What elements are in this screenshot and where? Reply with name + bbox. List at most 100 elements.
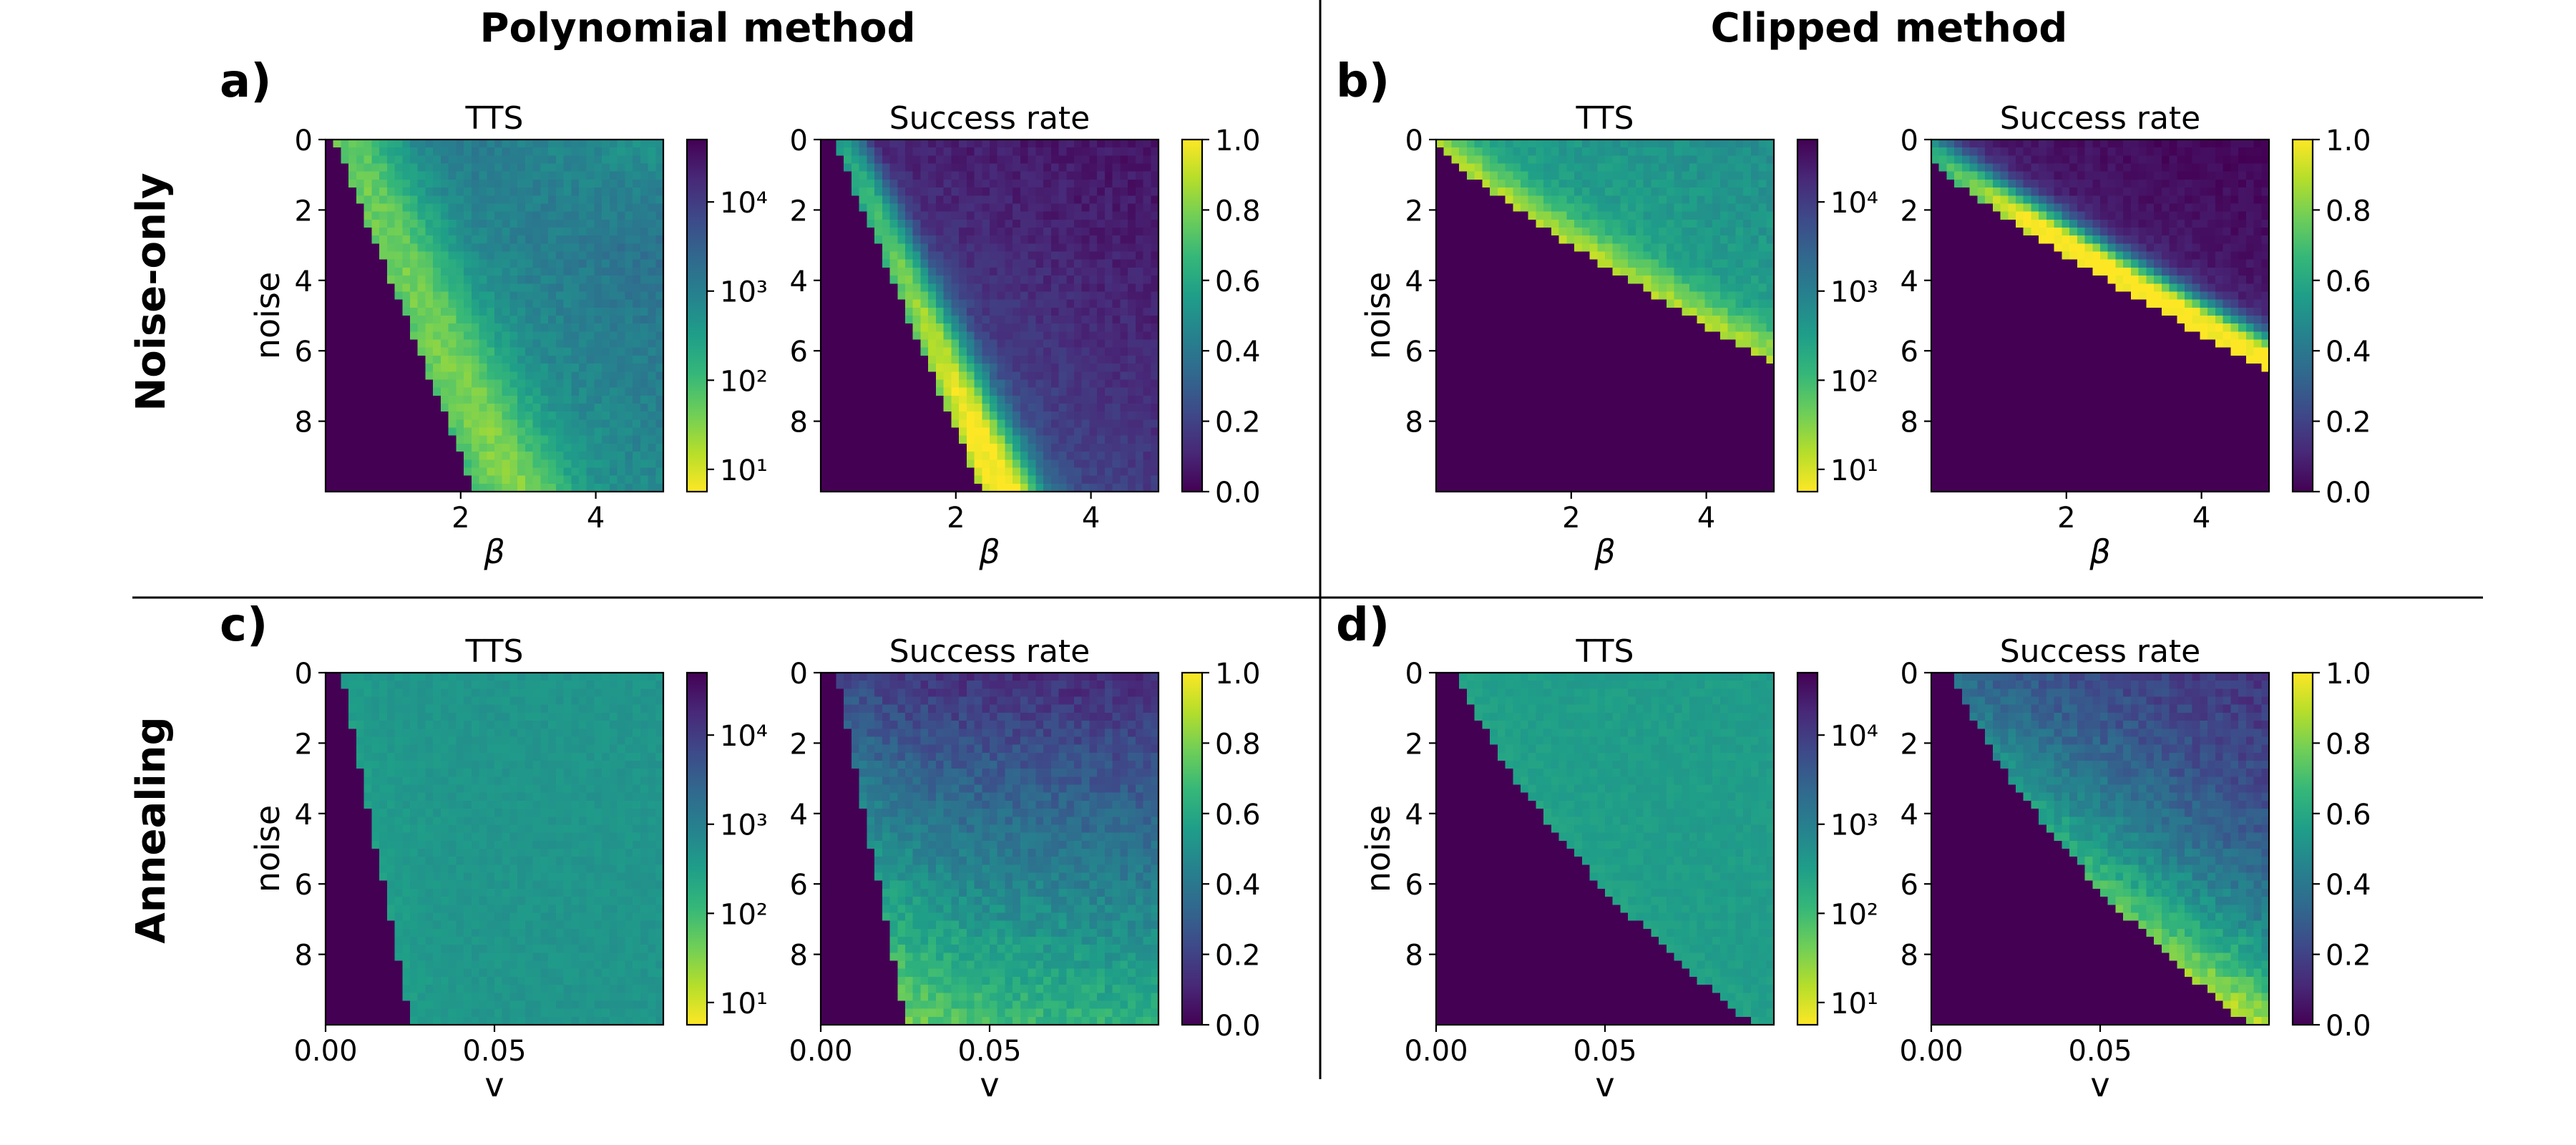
heatmap-cell [348,419,357,429]
heatmap-cell [471,291,480,301]
heatmap-cell [867,163,875,172]
heatmap-cell [1620,316,1629,324]
heatmap-cell [1066,155,1075,165]
heatmap-cell [966,371,975,381]
heatmap-cell [487,203,495,213]
heatmap-cell [348,459,357,469]
heatmap-cell [394,243,403,253]
heatmap-cell [602,404,610,412]
heatmap-cell [828,379,837,389]
heatmap-cell [889,355,898,364]
heatmap-cell [494,219,503,228]
heatmap-cell [356,355,365,364]
heatmap-cell [425,371,434,381]
heatmap-cell [364,243,372,253]
heatmap-cell [920,323,929,332]
heatmap-cell [502,331,511,341]
heatmap-cell [966,171,975,180]
heatmap-cell [1013,404,1021,412]
heatmap-cell [410,179,419,188]
heatmap-cell [874,235,883,244]
heatmap-cell [617,179,625,188]
heatmap-cell [1605,163,1614,172]
heatmap-cell [951,259,960,268]
heatmap-cell [851,179,860,188]
heatmap-cell [966,140,975,148]
heatmap-cell [1005,228,1013,236]
heatmap-cell [417,171,426,180]
heatmap-cell [540,452,549,460]
heatmap-cell [1089,283,1098,293]
heatmap-cell [479,411,487,420]
heatmap-cell [1521,163,1529,172]
heatmap-cell [525,203,534,213]
heatmap-cell [586,364,595,372]
heatmap-cell [1028,331,1036,341]
heatmap-cell [1735,299,1744,308]
heatmap-cell [571,203,580,213]
heatmap-cell [867,427,875,437]
heatmap-cell [928,467,937,477]
heatmap-cell [1035,219,1044,228]
heatmap-cell [487,243,495,253]
heatmap-cell [974,291,982,301]
heatmap-cell [487,259,495,268]
heatmap-cell [889,235,898,244]
heatmap-cell [586,443,595,452]
heatmap-cell [1050,179,1060,188]
heatmap-cell [540,307,549,316]
heatmap-cell [844,379,852,389]
heatmap-cell [1005,235,1013,244]
heatmap-cell [1513,211,1521,220]
heatmap-cell [828,387,837,396]
heatmap-cell [1727,276,1736,284]
heatmap-cell [517,243,526,253]
heatmap-cell [417,307,426,316]
heatmap-cell [433,364,441,372]
heatmap-cell [1505,291,1513,301]
heatmap-cell [959,419,967,429]
heatmap-cell [1635,251,1644,260]
heatmap-cell [548,475,557,484]
heatmap-cell [997,219,1006,228]
heatmap-cell [555,147,565,156]
heatmap-cell [997,419,1006,429]
heatmap-cell [640,147,649,156]
heatmap-cell [1735,259,1744,268]
heatmap-cell [828,411,837,420]
heatmap-cell [1089,339,1098,349]
heatmap-cell [1750,243,1760,253]
heatmap-cell [640,307,649,316]
heatmap-cell [943,419,952,429]
heatmap-cell [974,211,982,220]
heatmap-cell [1574,276,1583,284]
heatmap-cell [1066,459,1075,469]
heatmap-cell [874,483,883,492]
heatmap-cell [1766,283,1775,293]
heatmap-cell [990,307,998,316]
heatmap-cell [341,195,349,205]
heatmap-cell [1758,316,1767,324]
heatmap-cell [571,147,580,156]
heatmap-cell [532,316,541,324]
heatmap-cell [1443,243,1453,253]
heatmap-cell [844,243,852,253]
heatmap-cell [1097,379,1106,389]
heatmap-cell [905,467,914,477]
heatmap-cell [1474,219,1483,228]
heatmap-cell [1597,228,1606,236]
heatmap-cell [433,291,441,301]
heatmap-cell [1028,443,1036,452]
heatmap-cell [874,228,883,236]
heatmap-cell [579,243,587,253]
heatmap-cell [456,140,464,148]
heatmap-cell [874,195,883,205]
heatmap-cell [1135,259,1144,268]
heatmap-cell [1704,155,1713,165]
heatmap-cell [1666,211,1675,220]
heatmap-cell [990,404,998,412]
heatmap-cell [633,283,641,293]
heatmap-cell [517,147,526,156]
heatmap-cell [440,419,449,429]
heatmap-cell [1013,187,1021,196]
